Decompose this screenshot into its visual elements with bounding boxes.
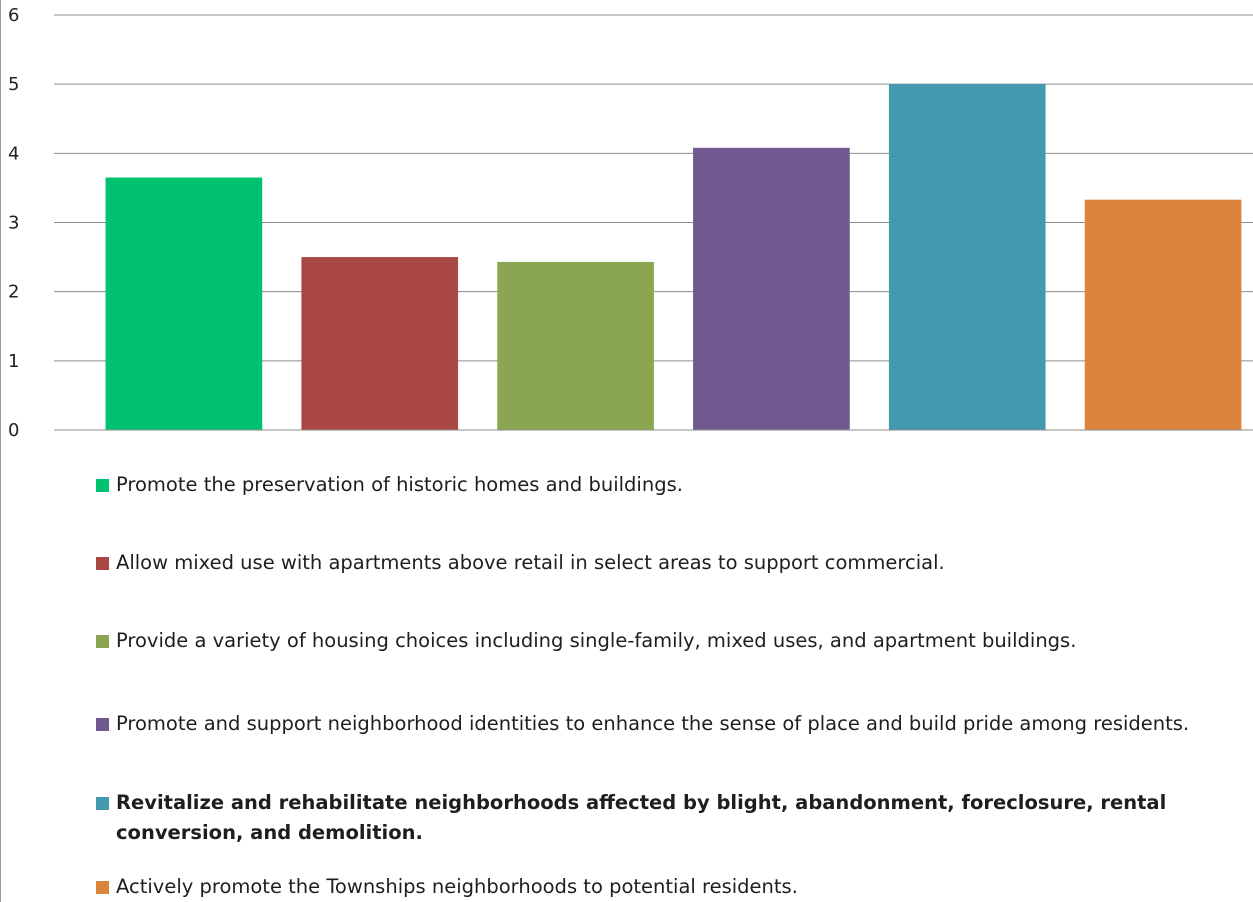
legend-item: Allow mixed use with apartments above re…: [96, 548, 1206, 578]
bar: [1084, 199, 1242, 430]
bar: [105, 177, 263, 430]
legend-swatch: [96, 557, 109, 570]
y-axis-ticks: 0 1 2 3 4 5 6: [8, 5, 19, 440]
legend-item: Provide a variety of housing choices inc…: [96, 626, 1206, 656]
legend-label: Allow mixed use with apartments above re…: [116, 551, 945, 574]
legend-item: Revitalize and rehabilitate neighborhood…: [96, 788, 1206, 848]
y-tick-label: 4: [8, 143, 19, 164]
y-tick-label: 3: [8, 213, 19, 234]
legend-item: Promote the preservation of historic hom…: [96, 470, 1206, 500]
y-tick-label: 5: [8, 74, 19, 95]
legend-label: Promote the preservation of historic hom…: [116, 473, 683, 496]
legend-swatch: [96, 479, 109, 492]
y-tick-label: 0: [8, 420, 19, 440]
legend-label: Actively promote the Townships neighborh…: [116, 875, 798, 898]
bar-chart: 0 1 2 3 4 5 6: [8, 5, 1253, 440]
bar: [497, 261, 654, 430]
y-tick-label: 2: [8, 282, 19, 303]
legend-swatch: [96, 718, 109, 731]
bars: [105, 84, 1242, 431]
bar: [301, 257, 459, 430]
bar: [888, 84, 1046, 431]
legend-label: Promote and support neighborhood identit…: [116, 712, 1190, 735]
y-tick-label: 1: [8, 351, 19, 372]
legend-item: Promote and support neighborhood identit…: [96, 709, 1206, 739]
legend-item: Actively promote the Townships neighborh…: [96, 872, 1206, 902]
legend-swatch: [96, 797, 109, 810]
legend-label: Revitalize and rehabilitate neighborhood…: [116, 791, 1167, 844]
y-tick-label: 6: [8, 5, 19, 26]
legend-label: Provide a variety of housing choices inc…: [116, 629, 1077, 652]
left-border: [0, 0, 1, 902]
legend-swatch: [96, 881, 109, 894]
legend-swatch: [96, 635, 109, 648]
bar: [693, 147, 850, 431]
